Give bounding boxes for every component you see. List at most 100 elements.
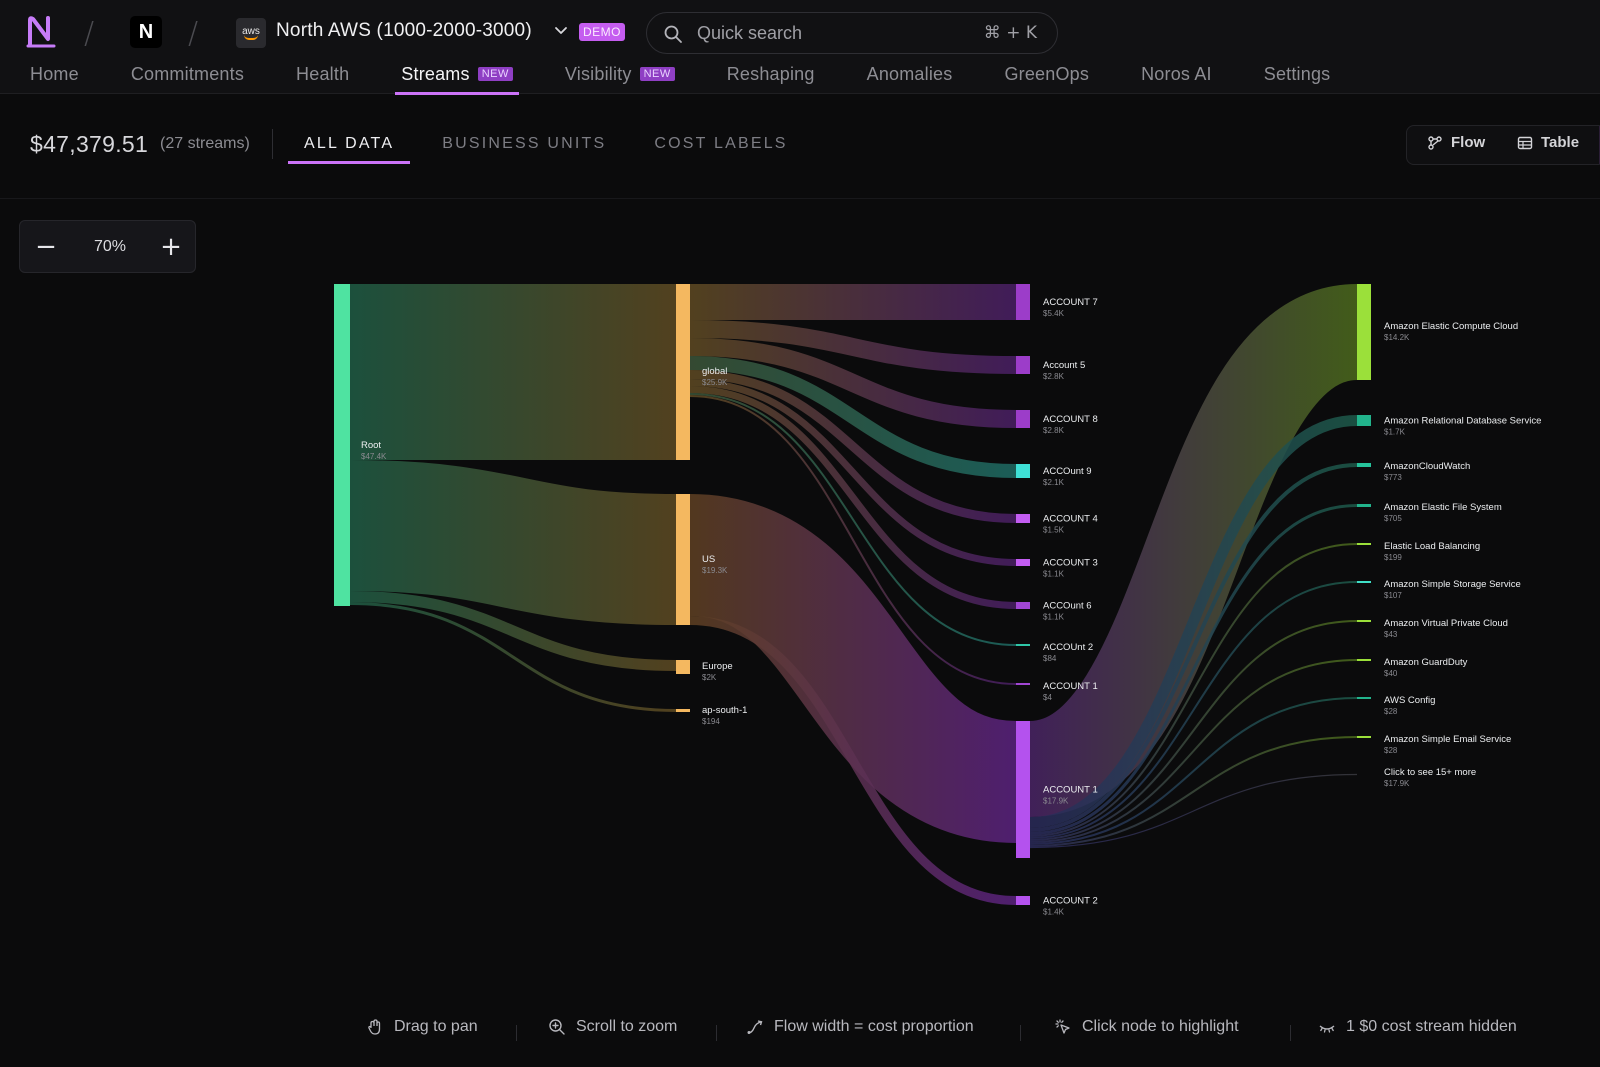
sankey-node-ap[interactable]	[676, 709, 690, 712]
node-label-a7[interactable]: ACCOUNT 7	[1043, 297, 1098, 308]
sankey-node-a5[interactable]	[1016, 356, 1030, 374]
flow-link-global-a5[interactable]	[689, 320, 1017, 374]
flow-link-us-a1[interactable]	[686, 494, 1020, 843]
noros-logo-icon[interactable]	[26, 14, 56, 48]
flow-link-a1-efs[interactable]	[1029, 504, 1358, 835]
sankey-node-a6[interactable]	[1016, 602, 1030, 609]
sankey-node-elb[interactable]	[1357, 543, 1371, 545]
flow-link-a1-elb[interactable]	[1029, 543, 1358, 837]
org-badge[interactable]: N	[130, 16, 162, 48]
sankey-node-global[interactable]	[676, 284, 690, 460]
node-label-europe[interactable]: Europe	[702, 661, 733, 672]
flow-link-global-a9[interactable]	[689, 356, 1017, 478]
nav-settings[interactable]: Settings	[1264, 64, 1331, 94]
sankey-node-ec2[interactable]	[1357, 284, 1371, 380]
node-label-a2b[interactable]: ACCOUnt 2	[1043, 642, 1093, 653]
sankey-node-a4[interactable]	[1016, 514, 1030, 523]
flow-link-global-a4[interactable]	[689, 370, 1017, 523]
sankey-node-vpc[interactable]	[1357, 620, 1371, 622]
node-label-rds[interactable]: Amazon Relational Database Service	[1384, 416, 1541, 427]
sankey-node-a1s[interactable]	[1016, 683, 1030, 685]
flow-link-a1-rds[interactable]	[1029, 415, 1358, 828]
flow-link-global-a8[interactable]	[689, 338, 1017, 428]
node-label-efs[interactable]: Amazon Elastic File System	[1384, 502, 1502, 513]
node-label-s3[interactable]: Amazon Simple Storage Service	[1384, 579, 1521, 590]
node-label-a1[interactable]: ACCOUNT 1	[1043, 785, 1098, 796]
node-label-ap[interactable]: ap-south-1	[702, 705, 747, 716]
nav-commitments[interactable]: Commitments	[131, 64, 244, 94]
flow-link-a1-cw[interactable]	[1029, 463, 1358, 832]
node-label-a4[interactable]: ACCOUNT 4	[1043, 514, 1098, 525]
flow-link-a1-cfg[interactable]	[1029, 697, 1358, 845]
sankey-node-a3[interactable]	[1016, 559, 1030, 566]
flow-link-a1-gd[interactable]	[1029, 659, 1358, 843]
cost-streams-sankey[interactable]: Root$47.4K global$25.9K US$19.3K Europe$2K a…	[0, 200, 1600, 990]
flow-link-a1-ses[interactable]	[1029, 736, 1358, 847]
flow-link-us-a2[interactable]	[689, 616, 1017, 905]
sankey-node-europe[interactable]	[676, 660, 690, 674]
nav-streams[interactable]: Streams NEW	[395, 64, 519, 95]
node-label-cfg[interactable]: AWS Config	[1384, 695, 1435, 706]
nav-home[interactable]: Home	[30, 64, 79, 94]
sankey-node-a1[interactable]	[1016, 721, 1030, 858]
flow-link-root-us[interactable]	[349, 460, 677, 625]
sankey-node-a7[interactable]	[1016, 284, 1030, 320]
flow-link-a1-more[interactable]	[1029, 773, 1358, 849]
nav-health[interactable]: Health	[296, 64, 349, 94]
sankey-node-rds[interactable]	[1357, 415, 1371, 426]
flow-link-root-europe[interactable]	[349, 591, 677, 671]
flow-link-a1-vpc[interactable]	[1029, 620, 1358, 841]
sankey-node-cw[interactable]	[1357, 463, 1371, 467]
node-label-root[interactable]: Root	[361, 440, 381, 451]
nav-greenops[interactable]: GreenOps	[1004, 64, 1089, 94]
node-label-gd[interactable]: Amazon GuardDuty	[1384, 657, 1468, 668]
search-input[interactable]	[697, 19, 957, 47]
node-label-a3[interactable]: ACCOUNT 3	[1043, 558, 1098, 569]
node-label-a1s[interactable]: ACCOUNT 1	[1043, 681, 1098, 692]
flow-link-global-a6[interactable]	[689, 386, 1017, 609]
sankey-node-s3[interactable]	[1357, 581, 1371, 583]
tab-cost-labels[interactable]: COST LABELS	[654, 135, 788, 152]
table-view-button[interactable]: Table	[1517, 134, 1579, 151]
node-label-a9[interactable]: ACCOunt 9	[1043, 466, 1092, 477]
flow-link-global-a1s[interactable]	[689, 395, 1017, 685]
node-label-cw[interactable]: AmazonCloudWatch	[1384, 461, 1470, 472]
nav-anomalies[interactable]: Anomalies	[867, 64, 953, 94]
flow-view-button[interactable]: Flow	[1427, 134, 1485, 151]
account-selector[interactable]: North AWS (1000-2000-3000)	[276, 20, 532, 41]
node-label-a6[interactable]: ACCOunt 6	[1043, 601, 1092, 612]
sankey-node-ses[interactable]	[1357, 736, 1371, 738]
tab-business-units[interactable]: BUSINESS UNITS	[442, 135, 607, 152]
flow-link-global-a2b[interactable]	[689, 393, 1017, 646]
node-label-a2[interactable]: ACCOUNT 2	[1043, 896, 1098, 907]
chevron-down-icon[interactable]	[553, 22, 569, 38]
flow-link-a1-s3[interactable]	[1029, 581, 1358, 839]
node-label-ses[interactable]: Amazon Simple Email Service	[1384, 734, 1511, 745]
sankey-node-a2[interactable]	[1016, 896, 1030, 905]
quick-search[interactable]: ⌘ + K	[646, 12, 1058, 54]
zoom-in-button[interactable]: +	[160, 232, 182, 262]
sankey-node-root[interactable]	[334, 284, 350, 606]
tab-all-data[interactable]: ALL DATA	[288, 135, 411, 164]
node-label-a8[interactable]: ACCOUNT 8	[1043, 414, 1098, 425]
node-label-vpc[interactable]: Amazon Virtual Private Cloud	[1384, 618, 1508, 629]
flow-link-root-ap[interactable]	[349, 602, 677, 712]
flow-link-global-a3[interactable]	[689, 379, 1017, 566]
sankey-node-us[interactable]	[676, 494, 690, 625]
sankey-node-a8[interactable]	[1016, 410, 1030, 428]
sankey-node-a9[interactable]	[1016, 464, 1030, 478]
node-label-us[interactable]: US	[702, 554, 715, 565]
sankey-node-cfg[interactable]	[1357, 697, 1371, 699]
sankey-node-a2b[interactable]	[1016, 644, 1030, 646]
nav-visibility[interactable]: Visibility NEW	[565, 64, 675, 94]
flow-link-a1-ec2[interactable]	[1025, 284, 1362, 817]
sankey-node-efs[interactable]	[1357, 504, 1371, 507]
nav-noros-ai[interactable]: Noros AI	[1141, 64, 1212, 94]
node-label-ec2[interactable]: Amazon Elastic Compute Cloud	[1384, 321, 1518, 332]
zoom-out-button[interactable]: −	[35, 232, 57, 262]
node-label-elb[interactable]: Elastic Load Balancing	[1384, 541, 1480, 552]
nav-reshaping[interactable]: Reshaping	[727, 64, 815, 94]
sankey-node-gd[interactable]	[1357, 659, 1371, 661]
node-label-global[interactable]: global	[702, 366, 727, 377]
node-label-a5[interactable]: Account 5	[1043, 360, 1085, 371]
